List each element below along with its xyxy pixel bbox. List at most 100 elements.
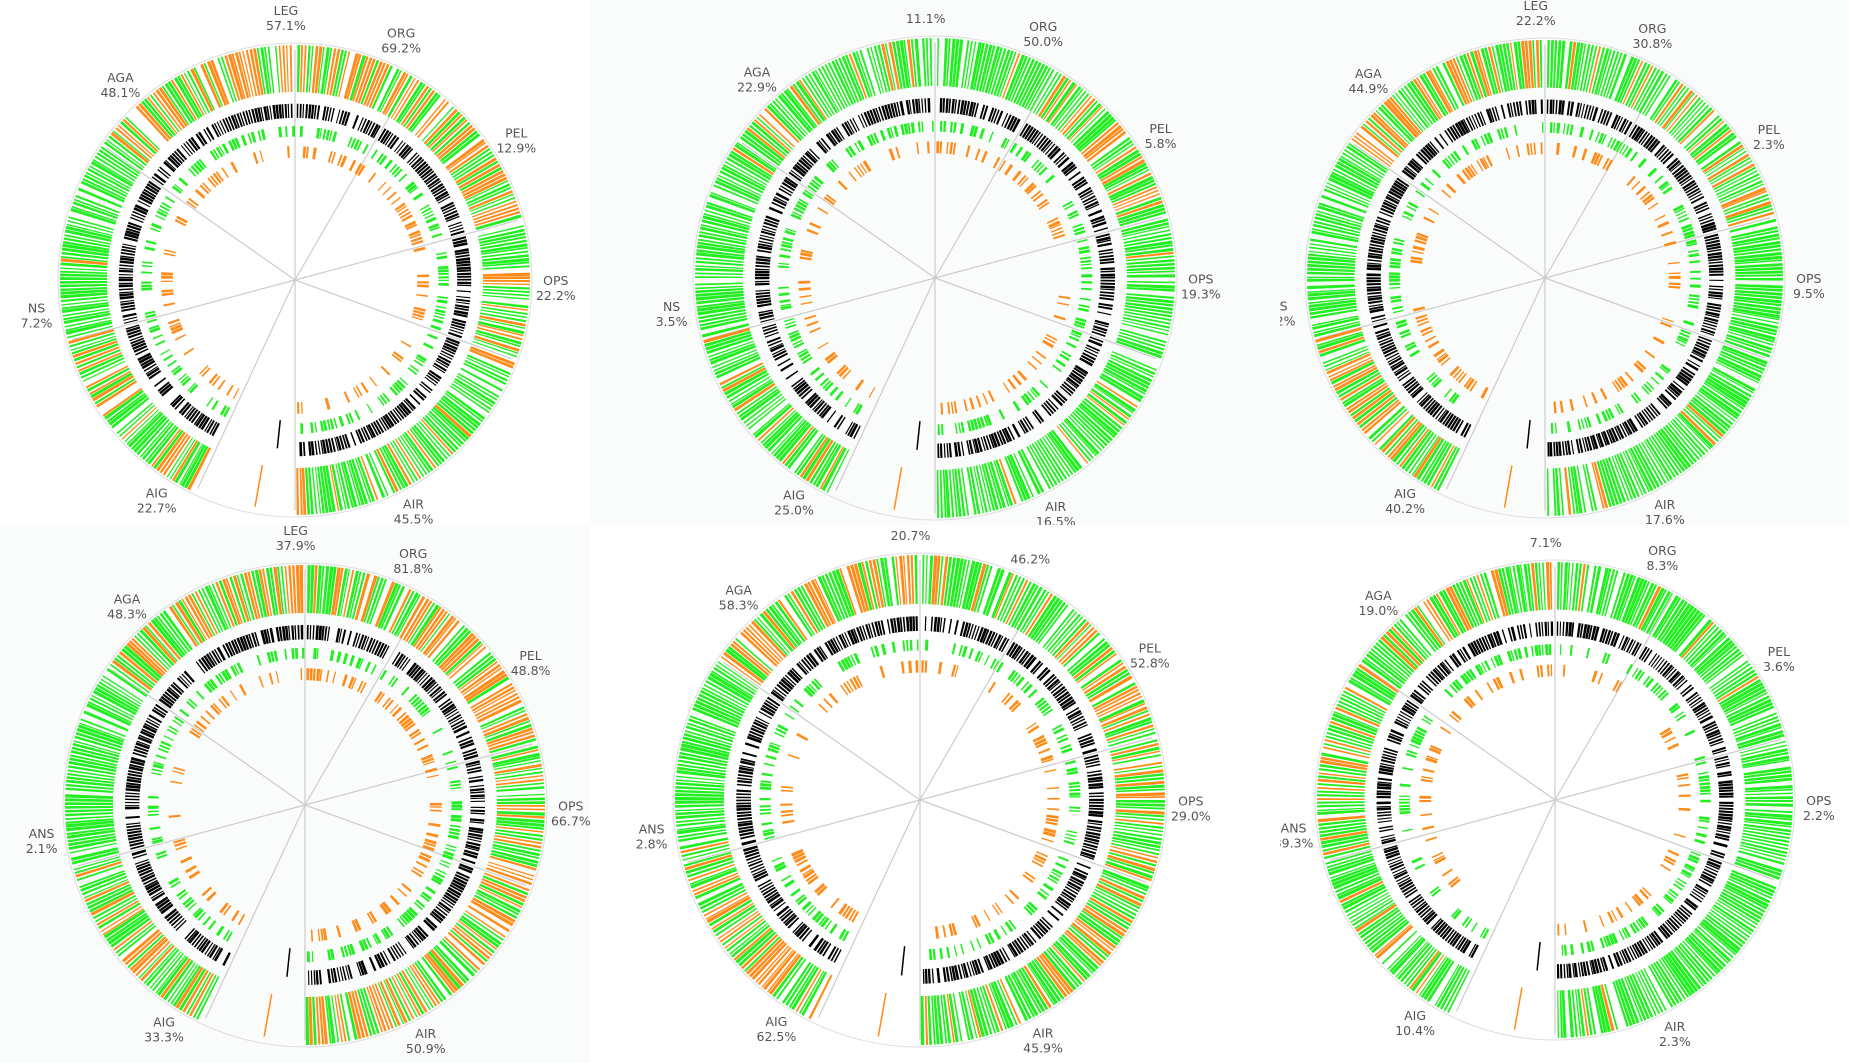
- green-ring-mark: [1026, 390, 1035, 401]
- outer-ring-mark: [1329, 720, 1376, 739]
- orange-ring-mark: [327, 150, 333, 163]
- outer-ring-mark: [678, 755, 728, 767]
- black-ring-mark: [1685, 184, 1699, 194]
- outer-ring-mark: [1568, 562, 1574, 611]
- outer-ring-mark: [1576, 43, 1587, 91]
- black-ring-mark: [1582, 437, 1587, 452]
- outer-ring-mark: [453, 380, 494, 407]
- black-ring-mark: [167, 156, 180, 169]
- black-ring-mark: [802, 155, 815, 166]
- black-ring-mark: [175, 920, 187, 931]
- black-ring-mark: [786, 671, 800, 684]
- outer-ring-mark: [482, 261, 530, 267]
- orange-ring-mark: [796, 732, 809, 741]
- outer-ring-mark: [1101, 871, 1148, 892]
- green-ring-mark: [1400, 332, 1412, 339]
- black-ring-mark: [1555, 99, 1558, 115]
- outer-ring-mark: [1502, 43, 1514, 91]
- green-ring-mark: [1408, 201, 1419, 209]
- outer-ring-mark: [70, 335, 116, 352]
- black-ring-mark: [1441, 661, 1452, 674]
- green-ring-mark: [1069, 806, 1081, 810]
- green-ring-mark: [157, 747, 169, 754]
- green-ring-mark: [824, 920, 833, 930]
- black-ring-mark: [1084, 836, 1100, 843]
- green-ring-mark: [838, 928, 847, 940]
- outer-ring-mark: [417, 101, 450, 139]
- black-ring-mark: [1389, 732, 1403, 740]
- orange-ring-mark: [816, 885, 828, 896]
- outer-ring-mark: [403, 87, 432, 128]
- black-ring-mark: [1631, 641, 1640, 656]
- black-ring-mark: [1401, 169, 1415, 181]
- outer-ring-mark: [73, 856, 121, 871]
- black-ring-mark: [125, 798, 140, 801]
- outer-ring-mark: [1745, 802, 1793, 807]
- green-ring-mark: [151, 836, 163, 841]
- sector-value-label: 46.2%: [1010, 551, 1050, 566]
- black-ring-mark: [1047, 910, 1060, 922]
- green-ring-mark: [1065, 341, 1077, 349]
- outer-ring-mark: [704, 330, 752, 347]
- outer-ring-mark: [712, 904, 756, 934]
- black-ring-mark: [1390, 729, 1405, 737]
- black-ring-mark: [820, 137, 832, 151]
- outer-ring-mark: [1577, 563, 1586, 612]
- black-ring-mark: [1013, 939, 1024, 953]
- black-ring-mark: [1397, 369, 1410, 379]
- outer-ring-mark: [802, 437, 831, 480]
- outer-ring-mark: [1126, 270, 1175, 274]
- outer-ring-mark: [61, 302, 109, 310]
- outer-ring-mark: [380, 584, 402, 630]
- green-ring-mark: [764, 835, 776, 840]
- black-ring-mark: [324, 106, 330, 121]
- outer-ring-mark: [1094, 688, 1140, 713]
- outer-ring-mark: [439, 130, 478, 162]
- sector-value-label: 20.7%: [891, 528, 931, 543]
- black-ring-mark: [760, 707, 775, 717]
- outer-ring-mark: [1659, 601, 1688, 643]
- outer-ring-mark: [1124, 236, 1172, 247]
- black-ring-mark: [1680, 684, 1692, 695]
- green-ring-mark: [813, 678, 823, 688]
- orange-ring-mark: [218, 698, 227, 709]
- sector-name-label: S: [1280, 299, 1288, 314]
- black-ring-mark: [1718, 783, 1733, 787]
- outer-ring-mark: [1484, 47, 1499, 94]
- green-ring-mark: [1077, 307, 1089, 313]
- black-ring-mark: [1431, 405, 1443, 418]
- black-ring-mark: [1093, 325, 1108, 332]
- black-ring-mark: [1065, 707, 1080, 716]
- black-ring-mark: [127, 772, 143, 778]
- outer-ring-mark: [1662, 955, 1693, 997]
- black-ring-mark: [130, 337, 145, 345]
- black-ring-mark: [1659, 925, 1671, 938]
- black-ring-mark: [998, 948, 1008, 963]
- gap-mark: [877, 992, 887, 1037]
- outer-ring-mark: [1325, 351, 1370, 371]
- outer-ring-mark: [755, 945, 790, 983]
- outer-ring-mark: [1307, 284, 1355, 290]
- green-ring-mark: [762, 828, 774, 833]
- outer-ring-mark: [1395, 941, 1429, 978]
- outer-ring-mark: [695, 290, 744, 297]
- outer-ring-mark: [1361, 659, 1402, 690]
- black-ring-mark: [1439, 662, 1451, 675]
- green-ring-mark: [327, 949, 332, 961]
- outer-ring-mark: [1339, 880, 1384, 904]
- outer-ring-mark: [1116, 200, 1163, 218]
- outer-ring-mark: [976, 565, 993, 613]
- outer-ring-mark: [774, 601, 806, 643]
- green-ring-mark: [250, 131, 257, 143]
- outer-ring-mark: [1335, 706, 1380, 728]
- outer-ring-mark: [1097, 149, 1140, 178]
- outer-circle: [62, 562, 548, 1048]
- outer-ring-mark: [459, 917, 500, 949]
- outer-ring-mark: [1107, 854, 1156, 872]
- sector-spoke: [722, 661, 921, 801]
- black-ring-mark: [179, 675, 190, 687]
- outer-ring-mark: [695, 276, 744, 278]
- outer-ring-mark: [102, 387, 143, 417]
- black-ring-mark: [1092, 221, 1107, 228]
- outer-ring-mark: [66, 827, 115, 836]
